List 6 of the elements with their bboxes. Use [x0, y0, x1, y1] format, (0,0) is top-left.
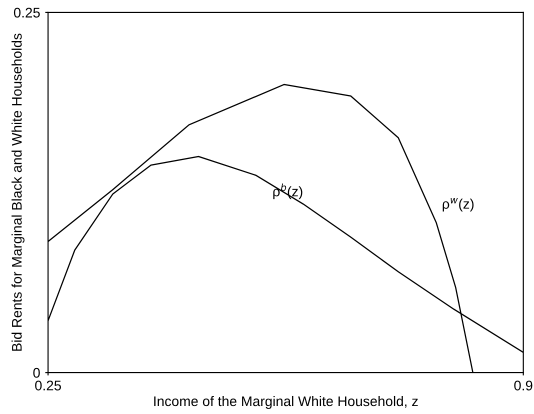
x-axis-title: Income of the Marginal White Household, z [154, 396, 418, 409]
series-label: ρ$^{b}$(z) [273, 184, 302, 200]
x-tick-label: 0.9 [514, 380, 532, 390]
y-tick-label: 0 [33, 368, 40, 378]
y-axis-title: Bid Rents for Marginal Black and White Households [12, 34, 25, 351]
series-label: ρ$^{w}$(z) [442, 198, 474, 212]
